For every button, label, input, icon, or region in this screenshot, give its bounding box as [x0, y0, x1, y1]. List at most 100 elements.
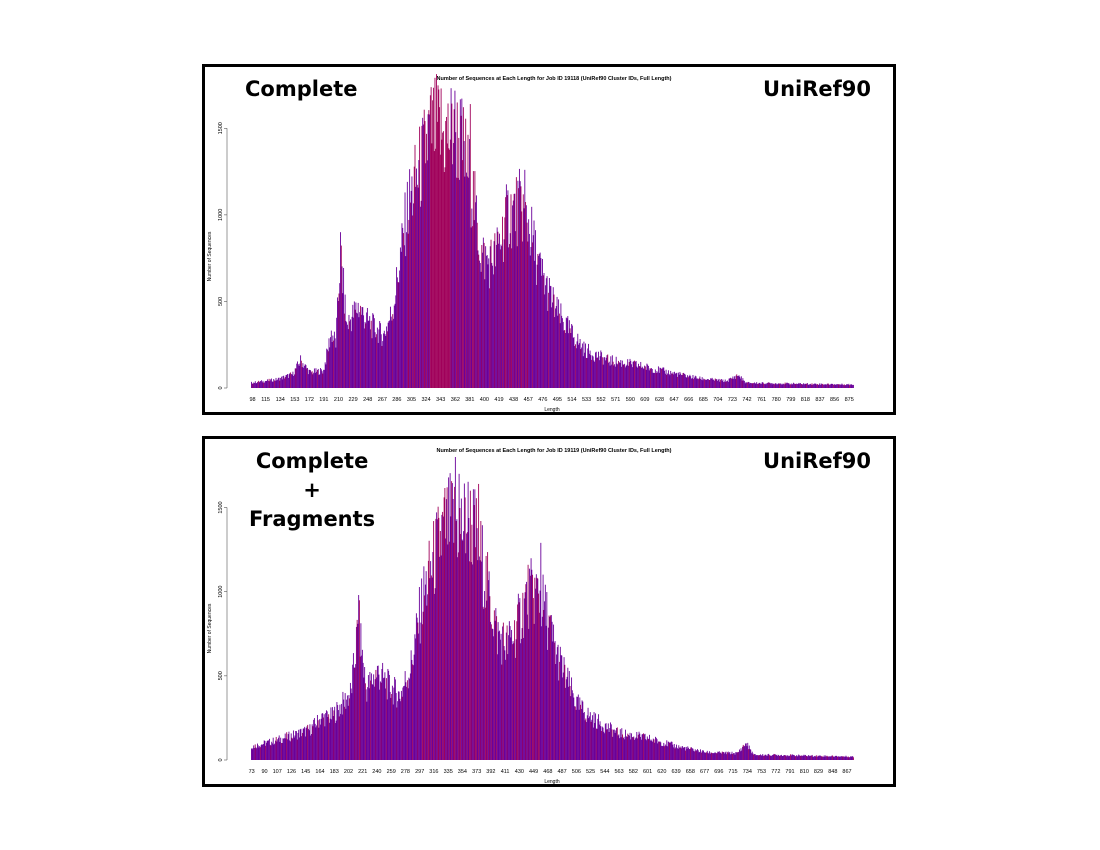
histogram-bar	[423, 109, 425, 388]
histogram-bar	[600, 726, 602, 760]
histogram-bar	[566, 318, 568, 388]
histogram-bar	[479, 560, 481, 760]
histogram-bar	[320, 718, 322, 760]
histogram-bar	[549, 616, 551, 760]
histogram-bar	[776, 384, 778, 388]
histogram-bar	[733, 753, 735, 760]
x-tick-label: 799	[786, 397, 795, 403]
histogram-bar	[770, 383, 772, 388]
histogram-bar	[385, 335, 387, 388]
histogram-bar	[270, 745, 272, 760]
histogram-bar	[610, 356, 612, 388]
histogram-bar	[360, 305, 361, 388]
histogram-bar	[683, 747, 685, 760]
histogram-bar	[312, 374, 314, 388]
histogram-bar	[568, 333, 570, 388]
x-tick-label: 658	[686, 769, 695, 775]
histogram-bar	[603, 357, 605, 388]
histogram-bar	[256, 382, 258, 388]
histogram-bar	[742, 744, 744, 760]
histogram-bar	[803, 754, 805, 760]
histogram-bar	[790, 755, 792, 760]
histogram-bar	[830, 383, 832, 388]
histogram-bar	[458, 473, 460, 760]
histogram-bar	[540, 258, 542, 388]
histogram-bar	[454, 486, 456, 760]
histogram-bar	[775, 754, 776, 760]
x-tick-label: 191	[319, 397, 328, 403]
histogram-bar	[725, 381, 727, 388]
histogram-bar	[422, 611, 424, 760]
histogram-bar	[694, 749, 696, 760]
histogram-bar	[366, 307, 368, 388]
x-tick-label: 73	[249, 769, 255, 775]
histogram-bar	[691, 378, 693, 388]
histogram-bar	[620, 360, 622, 388]
histogram-bar	[553, 624, 555, 760]
histogram-bar	[758, 755, 760, 760]
histogram-bar	[402, 687, 404, 760]
histogram-bar	[254, 747, 255, 760]
histogram-bar	[529, 568, 531, 760]
x-tick-label: 685	[699, 397, 708, 403]
histogram-bar	[827, 756, 829, 760]
histogram-bar	[352, 304, 354, 388]
histogram-bar	[356, 313, 358, 388]
histogram-bar	[453, 109, 455, 389]
x-tick-label: 324	[422, 397, 431, 403]
histogram-bar	[812, 384, 814, 388]
histogram-bar	[274, 743, 276, 760]
histogram-bar	[766, 383, 768, 388]
histogram-bar	[616, 363, 618, 388]
histogram-bar	[383, 333, 384, 388]
histogram-bar	[826, 384, 828, 388]
histogram-bar	[280, 743, 282, 760]
x-tick-label: 791	[785, 769, 794, 775]
histogram-bar	[669, 742, 671, 760]
histogram-bar	[661, 745, 662, 760]
histogram-bar	[545, 285, 546, 388]
histogram-bar	[586, 722, 588, 760]
histogram-bar	[511, 248, 513, 388]
histogram-bar	[744, 745, 746, 760]
histogram-bar	[687, 377, 689, 388]
histogram-bar	[604, 357, 606, 388]
histogram-bar	[301, 367, 303, 388]
histogram-bar	[432, 87, 434, 388]
histogram-bar	[709, 379, 711, 388]
histogram-bar	[660, 742, 662, 760]
histogram-bar	[788, 755, 790, 760]
histogram-bar	[601, 352, 603, 388]
histogram-bar	[261, 744, 263, 760]
histogram-bar	[387, 668, 389, 760]
x-tick-label: 533	[582, 397, 591, 403]
histogram-bar	[462, 160, 464, 388]
histogram-bar	[392, 314, 394, 388]
histogram-bar	[649, 368, 651, 388]
histogram-bar	[699, 376, 701, 388]
histogram-bar	[773, 383, 775, 388]
histogram-bar	[258, 382, 260, 388]
histogram-bar	[303, 365, 305, 388]
histogram-bar	[354, 667, 356, 760]
histogram-bar	[596, 728, 598, 760]
histogram-bar	[310, 735, 312, 760]
histogram-bar	[330, 337, 331, 388]
histogram-bar	[285, 375, 287, 388]
histogram-bar	[631, 737, 633, 760]
histogram-bar	[631, 364, 632, 388]
histogram-bar	[750, 749, 752, 760]
histogram-bar	[459, 179, 460, 388]
histogram-bar	[525, 202, 527, 388]
histogram-bar	[485, 246, 487, 388]
histogram-bar	[595, 351, 597, 388]
histogram-bar	[757, 755, 759, 760]
histogram-bar	[257, 380, 259, 388]
histogram-bar	[399, 270, 401, 388]
histogram-bar	[341, 714, 343, 760]
histogram-bar	[346, 695, 348, 760]
histogram-bar	[715, 753, 717, 760]
histogram-bar	[538, 593, 540, 760]
histogram-bar	[580, 704, 582, 760]
histogram-bar	[632, 737, 634, 760]
